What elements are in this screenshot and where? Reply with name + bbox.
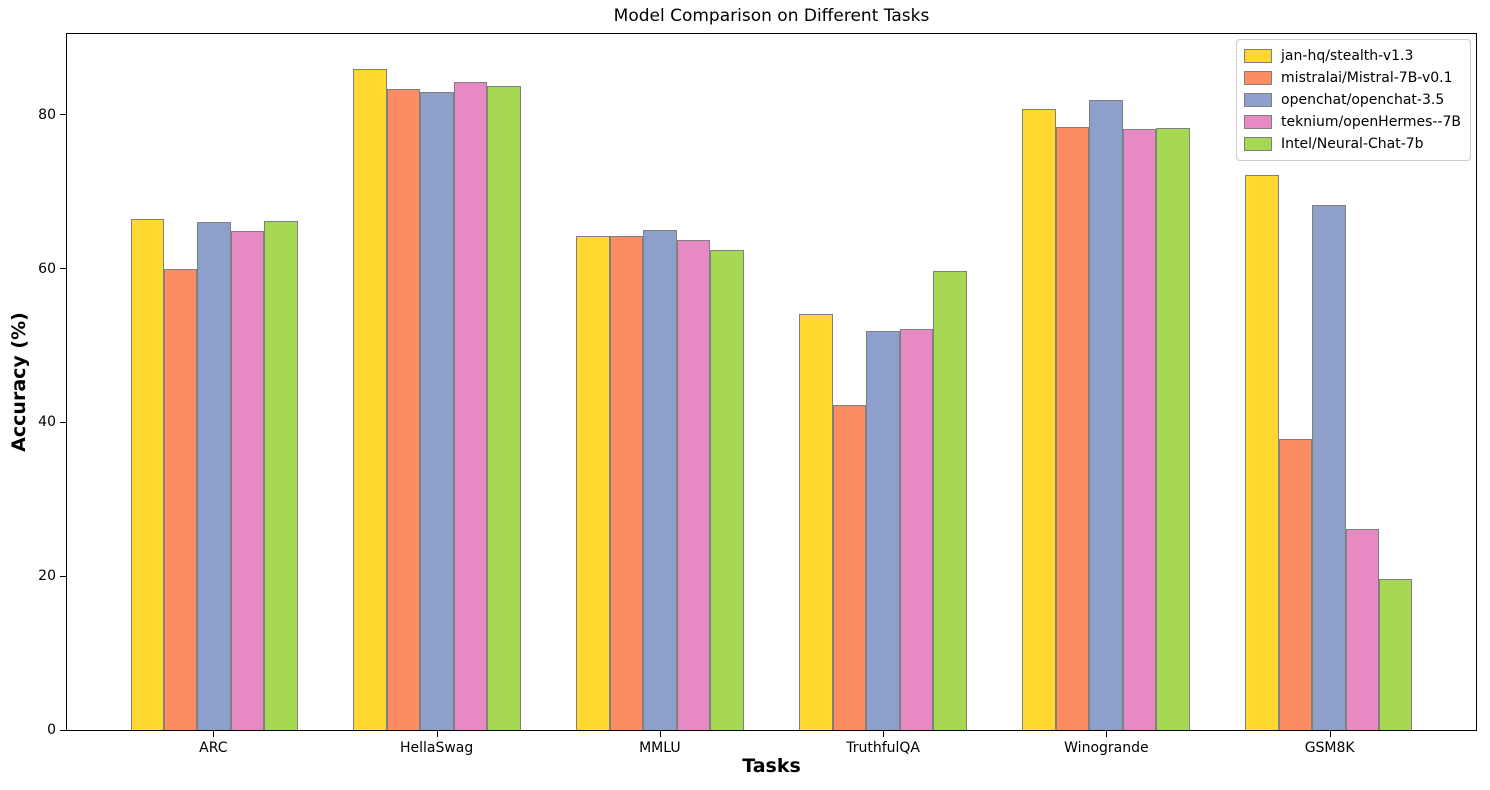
bar-winogrande-series-1 bbox=[1055, 127, 1090, 730]
bar-arc-series-2 bbox=[197, 222, 231, 730]
legend-item-2: openchat/openchat-3.5 bbox=[1244, 89, 1461, 111]
y-axis-label: Accuracy (%) bbox=[8, 312, 30, 452]
legend-item-label: openchat/openchat-3.5 bbox=[1281, 92, 1445, 108]
bar-winogrande-series-3 bbox=[1122, 129, 1157, 730]
plot-area: jan-hq/stealth-v1.3 mistralai/Mistral-7B-… bbox=[66, 33, 1477, 731]
bar-winogrande-series-4 bbox=[1156, 127, 1190, 730]
bar-winogrande-series-2 bbox=[1089, 100, 1123, 730]
y-tick-mark bbox=[60, 729, 66, 731]
legend-swatch-icon bbox=[1244, 115, 1273, 129]
bar-hellaswag-series-2 bbox=[420, 91, 454, 730]
legend-item-label: teknium/openHermes--7B bbox=[1281, 114, 1461, 130]
bar-arc-series-4 bbox=[264, 220, 298, 730]
x-tick-label-winogrande: Winogrande bbox=[1064, 740, 1149, 756]
legend-item-4: Intel/Neural-Chat-7b bbox=[1244, 133, 1461, 155]
bar-arc-series-0 bbox=[130, 219, 164, 730]
legend: jan-hq/stealth-v1.3 mistralai/Mistral-7B-… bbox=[1236, 39, 1471, 161]
bar-mmlu-series-0 bbox=[576, 235, 610, 730]
bar-truthfulqa-series-1 bbox=[832, 405, 867, 730]
legend-swatch-icon bbox=[1244, 71, 1273, 85]
x-tick-mark bbox=[659, 731, 661, 737]
bar-mmlu-series-1 bbox=[609, 236, 644, 730]
bar-hellaswag-series-0 bbox=[353, 68, 387, 730]
y-tick-label: 60 bbox=[38, 260, 56, 277]
y-tick-label: 80 bbox=[38, 106, 56, 123]
bar-hellaswag-series-3 bbox=[453, 82, 488, 730]
x-tick-label-arc: ARC bbox=[199, 740, 228, 756]
x-tick-label-gsm8k: GSM8K bbox=[1304, 740, 1355, 756]
bar-gsm8k-series-4 bbox=[1379, 579, 1413, 730]
y-tick-mark bbox=[60, 575, 66, 577]
x-tick-label-mmlu: MMLU bbox=[639, 740, 681, 756]
bar-truthfulqa-series-0 bbox=[799, 313, 833, 730]
bar-gsm8k-series-0 bbox=[1245, 174, 1279, 730]
chart-title: Model Comparison on Different Tasks bbox=[613, 6, 930, 26]
legend-swatch-icon bbox=[1244, 137, 1273, 151]
y-tick-label: 0 bbox=[47, 722, 56, 738]
bar-gsm8k-series-3 bbox=[1345, 529, 1380, 730]
y-tick-label: 20 bbox=[38, 568, 56, 585]
bar-hellaswag-series-4 bbox=[487, 86, 521, 730]
legend-item-label: mistralai/Mistral-7B-v0.1 bbox=[1281, 70, 1453, 86]
legend-item-label: jan-hq/stealth-v1.3 bbox=[1281, 48, 1414, 64]
bar-arc-series-1 bbox=[163, 268, 198, 730]
bar-mmlu-series-2 bbox=[643, 230, 677, 730]
x-tick-mark bbox=[1329, 731, 1331, 737]
bar-gsm8k-series-1 bbox=[1278, 439, 1313, 730]
x-axis-label: Tasks bbox=[742, 755, 801, 777]
legend-item-0: jan-hq/stealth-v1.3 bbox=[1244, 45, 1461, 67]
bar-winogrande-series-0 bbox=[1022, 108, 1056, 730]
legend-item-label: Intel/Neural-Chat-7b bbox=[1281, 136, 1424, 152]
x-tick-mark bbox=[883, 731, 885, 737]
x-tick-label-truthfulqa: TruthfulQA bbox=[846, 740, 921, 756]
legend-swatch-icon bbox=[1244, 49, 1273, 63]
bar-gsm8k-series-2 bbox=[1312, 204, 1346, 730]
y-tick-mark bbox=[60, 268, 66, 270]
y-tick-label: 40 bbox=[38, 414, 56, 431]
x-tick-label-hellaswag: HellaSwag bbox=[399, 740, 474, 756]
bar-arc-series-3 bbox=[230, 230, 265, 730]
bar-truthfulqa-series-4 bbox=[933, 270, 967, 730]
bar-truthfulqa-series-2 bbox=[866, 330, 900, 730]
x-tick-mark bbox=[213, 731, 215, 737]
y-tick-mark bbox=[60, 421, 66, 423]
x-tick-mark bbox=[1106, 731, 1108, 737]
bar-mmlu-series-4 bbox=[710, 250, 744, 730]
bar-truthfulqa-series-3 bbox=[899, 328, 934, 730]
y-tick-mark bbox=[60, 114, 66, 116]
legend-item-1: mistralai/Mistral-7B-v0.1 bbox=[1244, 67, 1461, 89]
legend-swatch-icon bbox=[1244, 93, 1273, 107]
bar-mmlu-series-3 bbox=[676, 240, 711, 730]
x-tick-mark bbox=[436, 731, 438, 737]
bar-hellaswag-series-1 bbox=[386, 88, 421, 730]
legend-item-3: teknium/openHermes--7B bbox=[1244, 111, 1461, 133]
